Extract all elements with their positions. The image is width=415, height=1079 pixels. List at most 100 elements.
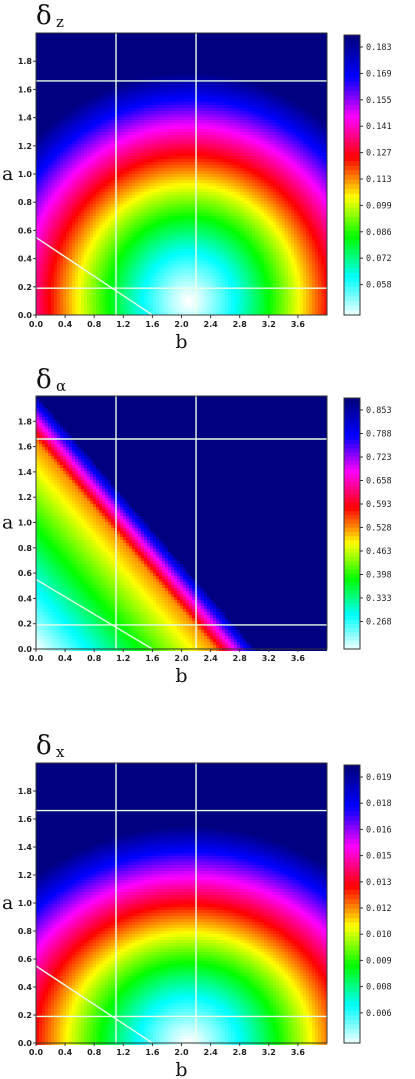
- heatmap-cell: [84, 183, 87, 186]
- heatmap-cell: [156, 159, 159, 162]
- heatmap-cell: [270, 147, 273, 150]
- heatmap-cell: [309, 51, 312, 54]
- heatmap-cell: [96, 75, 99, 78]
- heatmap-cell: [219, 93, 222, 96]
- heatmap-cell: [162, 105, 165, 108]
- heatmap-cell: [39, 45, 42, 48]
- heatmap-cell: [294, 147, 297, 150]
- heatmap-cell: [288, 177, 291, 180]
- heatmap-cell: [219, 108, 222, 111]
- heatmap-cell: [111, 135, 114, 138]
- heatmap-cell: [63, 72, 66, 75]
- heatmap-cell: [297, 120, 300, 123]
- heatmap-cell: [72, 150, 75, 153]
- heatmap-cell: [159, 159, 162, 162]
- heatmap-cell: [54, 99, 57, 102]
- heatmap-cell: [102, 87, 105, 90]
- heatmap-cell: [84, 132, 87, 135]
- heatmap-cell: [108, 186, 111, 189]
- heatmap-cell: [126, 168, 129, 171]
- heatmap-cell: [102, 147, 105, 150]
- heatmap-cell: [108, 162, 111, 165]
- heatmap-cell: [207, 126, 210, 129]
- heatmap-cell: [243, 63, 246, 66]
- heatmap-cell: [150, 75, 153, 78]
- heatmap-cell: [285, 36, 288, 39]
- heatmap-cell: [51, 72, 54, 75]
- heatmap-cell: [261, 96, 264, 99]
- heatmap-cell: [75, 48, 78, 51]
- heatmap-cell: [45, 63, 48, 66]
- heatmap-cell: [99, 180, 102, 183]
- heatmap-cell: [210, 141, 213, 144]
- heatmap-cell: [276, 45, 279, 48]
- heatmap-cell: [240, 93, 243, 96]
- heatmap-cell: [159, 90, 162, 93]
- heatmap-cell: [258, 168, 261, 171]
- heatmap-cell: [57, 93, 60, 96]
- heatmap-cell: [111, 156, 114, 159]
- heatmap-cell: [39, 126, 42, 129]
- heatmap-cell: [282, 147, 285, 150]
- heatmap-cell: [177, 42, 180, 45]
- heatmap-cell: [258, 99, 261, 102]
- heatmap-cell: [84, 72, 87, 75]
- heatmap-cell: [288, 51, 291, 54]
- heatmap-cell: [96, 135, 99, 138]
- heatmap-cell: [273, 183, 276, 186]
- heatmap-cell: [111, 174, 114, 177]
- heatmap-cell: [168, 57, 171, 60]
- heatmap-cell: [174, 159, 177, 162]
- heatmap-cell: [165, 96, 168, 99]
- heatmap-cell: [240, 69, 243, 72]
- heatmap-cell: [177, 102, 180, 105]
- heatmap-cell: [249, 63, 252, 66]
- heatmap-cell: [66, 162, 69, 165]
- heatmap-cell: [303, 99, 306, 102]
- heatmap-cell: [312, 144, 315, 147]
- heatmap-cell: [282, 174, 285, 177]
- heatmap-cell: [204, 129, 207, 132]
- heatmap-cell: [240, 54, 243, 57]
- heatmap-cell: [132, 99, 135, 102]
- heatmap-cell: [156, 84, 159, 87]
- heatmap-cell: [117, 168, 120, 171]
- heatmap-cell: [135, 90, 138, 93]
- heatmap-cell: [219, 171, 222, 174]
- heatmap-cell: [90, 171, 93, 174]
- heatmap-cell: [69, 123, 72, 126]
- heatmap-cell: [78, 105, 81, 108]
- heatmap-cell: [243, 96, 246, 99]
- heatmap-cell: [189, 123, 192, 126]
- heatmap-cell: [279, 99, 282, 102]
- heatmap-cell: [150, 153, 153, 156]
- heatmap-cell: [123, 153, 126, 156]
- heatmap-cell: [225, 96, 228, 99]
- heatmap-cell: [117, 150, 120, 153]
- heatmap-cell: [186, 159, 189, 162]
- heatmap-cell: [186, 147, 189, 150]
- heatmap-cell: [99, 87, 102, 90]
- heatmap-cell: [123, 93, 126, 96]
- heatmap-cell: [189, 138, 192, 141]
- heatmap-cell: [45, 147, 48, 150]
- heatmap-cell: [81, 117, 84, 120]
- heatmap-cell: [300, 177, 303, 180]
- heatmap-cell: [111, 66, 114, 69]
- heatmap-cell: [138, 183, 141, 186]
- heatmap-cell: [105, 99, 108, 102]
- heatmap-cell: [174, 108, 177, 111]
- heatmap-cell: [180, 51, 183, 54]
- heatmap-cell: [300, 108, 303, 111]
- heatmap-cell: [81, 63, 84, 66]
- heatmap-cell: [315, 156, 318, 159]
- heatmap-cell: [252, 120, 255, 123]
- heatmap-cell: [225, 120, 228, 123]
- heatmap-cell: [159, 117, 162, 120]
- heatmap-cell: [90, 63, 93, 66]
- heatmap-cell: [303, 126, 306, 129]
- heatmap-cell: [192, 75, 195, 78]
- heatmap-cell: [198, 132, 201, 135]
- heatmap-cell: [45, 36, 48, 39]
- heatmap-cell: [48, 99, 51, 102]
